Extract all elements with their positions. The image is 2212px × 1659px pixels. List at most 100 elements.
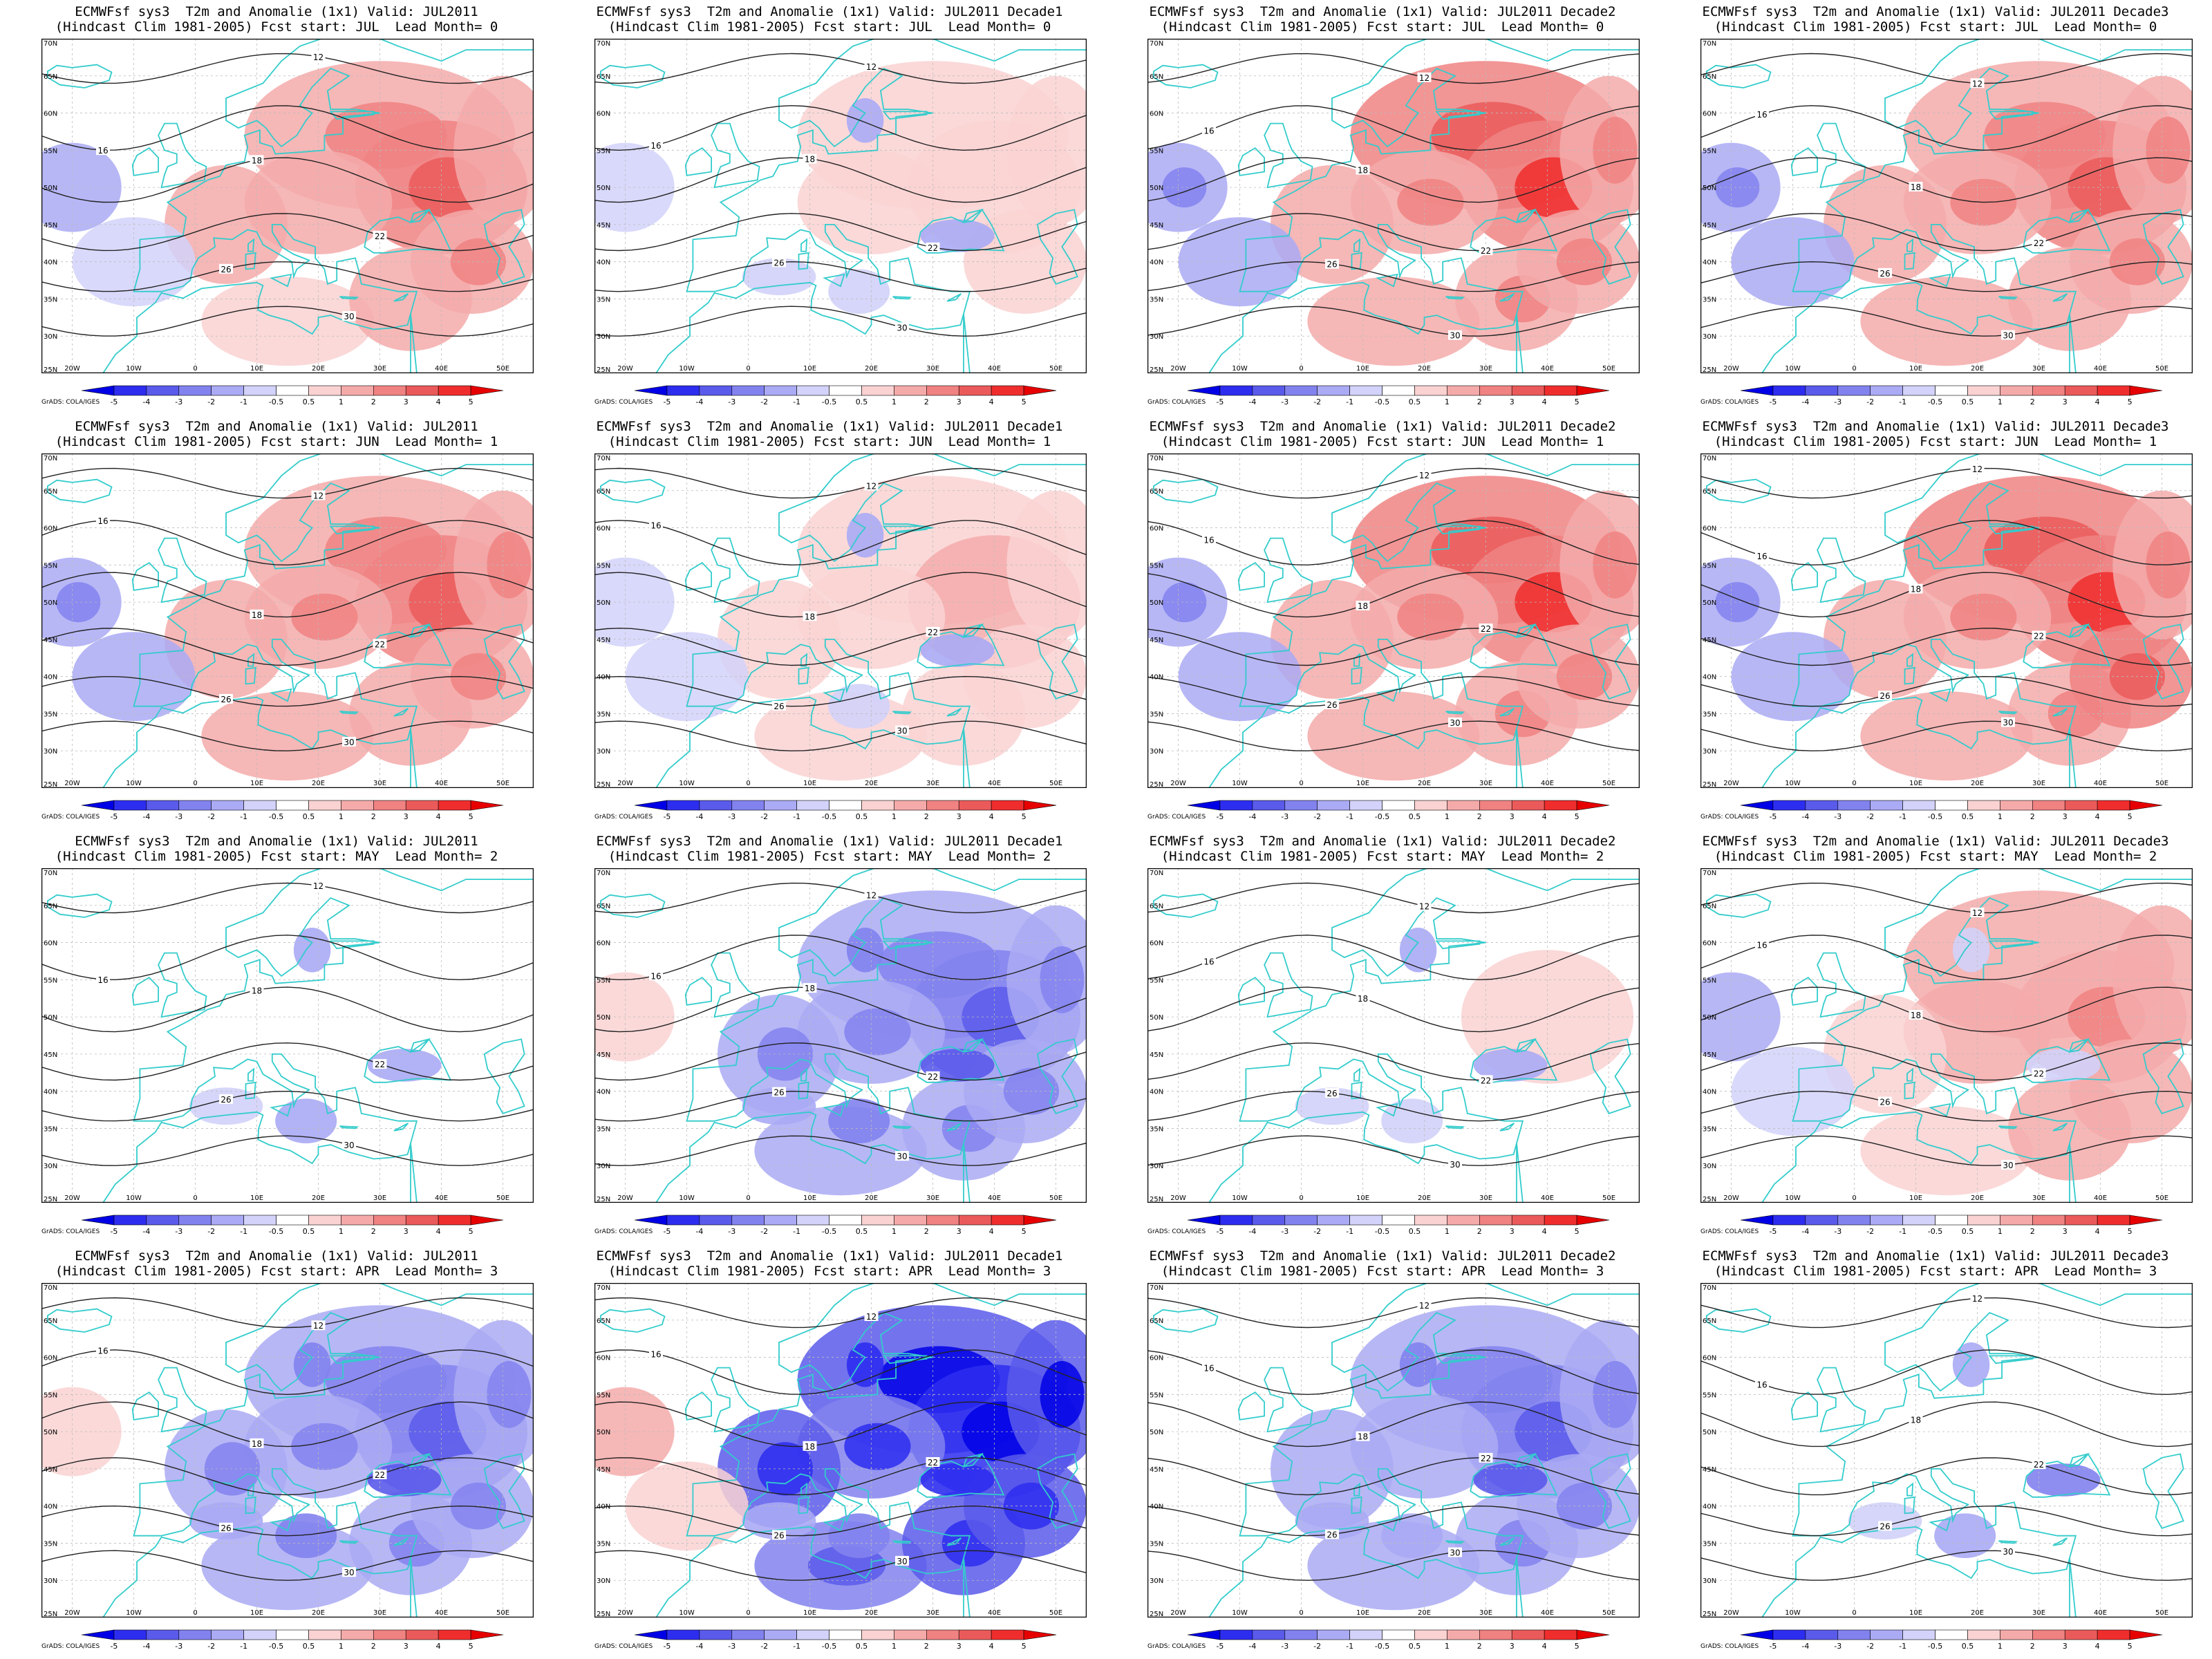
lat-tick-label: 65N xyxy=(44,488,57,496)
panel-title-line1: ECMWFsf sys3 T2m and Anomalie (1x1) Vali… xyxy=(1702,1248,2169,1264)
colorbar-label: -0.5 xyxy=(269,1227,283,1236)
anomaly-map: 12 16 18 22 26 30 25N 30N 35N 40N 45N 50N 55N 60N 65N 7… xyxy=(594,453,1087,788)
sea-anomaly xyxy=(275,1513,337,1558)
colorbar-swatch xyxy=(1252,1215,1286,1226)
contour-label: 22 xyxy=(2034,1460,2044,1470)
lon-tick-label: 30E xyxy=(926,1609,939,1617)
lon-tick-label: 10W xyxy=(679,780,695,787)
lon-tick-label: 50E xyxy=(2155,365,2168,373)
colorbar-label: 5 xyxy=(1022,1642,1027,1651)
panel-title-line2: (Hindcast Clim 1981-2005) Fcst start: MA… xyxy=(1161,849,1604,864)
lon-tick-label: 50E xyxy=(2155,1609,2168,1617)
lat-tick-label: 50N xyxy=(1703,1014,1716,1022)
colorbar-swatch xyxy=(1349,385,1382,396)
colorbar-swatch xyxy=(1902,800,1936,811)
lat-tick-label: 55N xyxy=(1703,147,1716,155)
anomaly-shading xyxy=(41,61,534,366)
sea-anomaly xyxy=(275,1098,337,1143)
lon-tick-label: 0 xyxy=(1299,780,1303,787)
sea-anomaly xyxy=(828,684,890,729)
colorbar-swatch xyxy=(113,385,147,396)
colorbar: GrADS: COLA/IGES -5 -4 -3 -2 -1 -0.5 0.5 1 2 3 4 5 xyxy=(594,800,1057,821)
coastlines xyxy=(594,1283,1087,1618)
anomaly-area xyxy=(1307,691,1480,781)
contour-label: 12 xyxy=(866,1312,877,1322)
anomaly-area xyxy=(1860,1106,2033,1196)
lon-tick-label: 0 xyxy=(1852,780,1856,787)
colorbar-label: 2 xyxy=(924,1227,929,1236)
lat-tick-label: 55N xyxy=(1150,977,1163,984)
temperature-contours: 12 16 18 22 26 30 xyxy=(594,53,1087,337)
colorbar-swatch xyxy=(405,1215,439,1226)
lat-tick-label: 65N xyxy=(1703,1318,1716,1325)
anomaly-area xyxy=(1860,276,2033,366)
colorbar-swatch xyxy=(1544,1629,1577,1640)
anomaly-area xyxy=(201,276,374,366)
contour-label: 16 xyxy=(97,516,108,526)
lat-tick-label: 70N xyxy=(1150,40,1163,48)
lat-tick-label: 60N xyxy=(597,111,610,118)
map-panel: ECMWFsf sys3 T2m and Anomalie (1x1) Vali… xyxy=(1673,415,2198,830)
anomaly-map: 12 16 18 22 26 30 25N 30N 35N 40N 45N 50N 55N 60N 65N 7… xyxy=(594,1283,1087,1618)
colorbar-label: -3 xyxy=(728,397,735,406)
colorbar-swatch xyxy=(373,385,406,396)
contour-label: 30 xyxy=(897,1152,907,1161)
contour-label: 22 xyxy=(1481,1454,1491,1463)
contour-label: 26 xyxy=(1327,260,1337,270)
colorbar-label: 5 xyxy=(1022,1227,1027,1236)
colorbar-label: -1 xyxy=(240,397,247,406)
lat-tick-label: 50N xyxy=(44,185,57,192)
colorbar-label: 0.5 xyxy=(1962,1642,1974,1651)
lon-tick-label: 20E xyxy=(865,1194,878,1202)
colorbar-swatch xyxy=(1382,800,1415,811)
colorbar-swatch xyxy=(958,800,992,811)
colorbar-label: -4 xyxy=(142,1642,150,1651)
lat-tick-label: 25N xyxy=(1703,1611,1716,1618)
colorbar-swatch xyxy=(405,1629,439,1640)
colorbar-swatch xyxy=(926,385,959,396)
lat-tick-label: 60N xyxy=(597,1355,610,1362)
colorbar-swatch xyxy=(1837,800,1871,811)
lat-tick-label: 30N xyxy=(1703,748,1716,756)
colorbar-swatch xyxy=(341,800,374,811)
colorbar-swatch xyxy=(1576,1629,1610,1640)
map-panel: ECMWFsf sys3 T2m and Anomalie (1x1) Vali… xyxy=(14,1244,539,1659)
map-panel: ECMWFsf sys3 T2m and Anomalie (1x1) Vali… xyxy=(567,415,1092,830)
anomaly-core xyxy=(487,1360,532,1428)
colorbar-swatch xyxy=(308,1629,341,1640)
lat-tick-label: 60N xyxy=(597,525,610,533)
lat-tick-label: 45N xyxy=(1703,637,1716,644)
lat-tick-label: 45N xyxy=(597,222,610,229)
lon-tick-label: 30E xyxy=(1479,1609,1492,1617)
sea-anomaly xyxy=(367,1049,442,1082)
colorbar-swatch xyxy=(1447,1629,1480,1640)
sea-anomaly xyxy=(828,1513,890,1558)
lat-tick-label: 60N xyxy=(1703,1355,1716,1362)
colorbar-label: 2 xyxy=(371,397,376,406)
colorbar-label: 1 xyxy=(1998,812,2003,821)
lon-tick-label: 20W xyxy=(1170,1609,1186,1617)
colorbar-swatch xyxy=(1935,1629,1968,1640)
panel-title: ECMWFsf sys3 T2m and Anomalie (1x1) Vali… xyxy=(1120,1248,1645,1279)
colorbar-swatch xyxy=(894,1629,927,1640)
contour-label: 18 xyxy=(252,156,262,165)
colorbar-swatch xyxy=(2000,1629,2033,1640)
colorbar-swatch xyxy=(829,800,862,811)
colorbar-swatch xyxy=(1023,1215,1057,1226)
lat-tick-label: 35N xyxy=(44,296,57,303)
colorbar-swatch xyxy=(2000,385,2033,396)
colorbar-swatch xyxy=(634,800,668,811)
lon-tick-label: 30E xyxy=(373,1194,386,1202)
lat-tick-label: 35N xyxy=(597,1540,610,1548)
anomaly-core xyxy=(1593,116,1638,184)
sea-anomaly xyxy=(1934,1513,1996,1558)
lon-tick-label: 0 xyxy=(746,365,750,373)
map-frame xyxy=(1147,1283,1640,1618)
lon-tick-label: 40E xyxy=(1541,1609,1554,1617)
colorbar-label: 2 xyxy=(1477,812,1482,821)
contour-label: 22 xyxy=(1481,624,1491,634)
colorbar-label: 4 xyxy=(436,812,441,821)
colorbar-swatch xyxy=(146,1629,180,1640)
colorbar-swatch xyxy=(1447,800,1480,811)
lat-tick-label: 45N xyxy=(1150,222,1163,229)
